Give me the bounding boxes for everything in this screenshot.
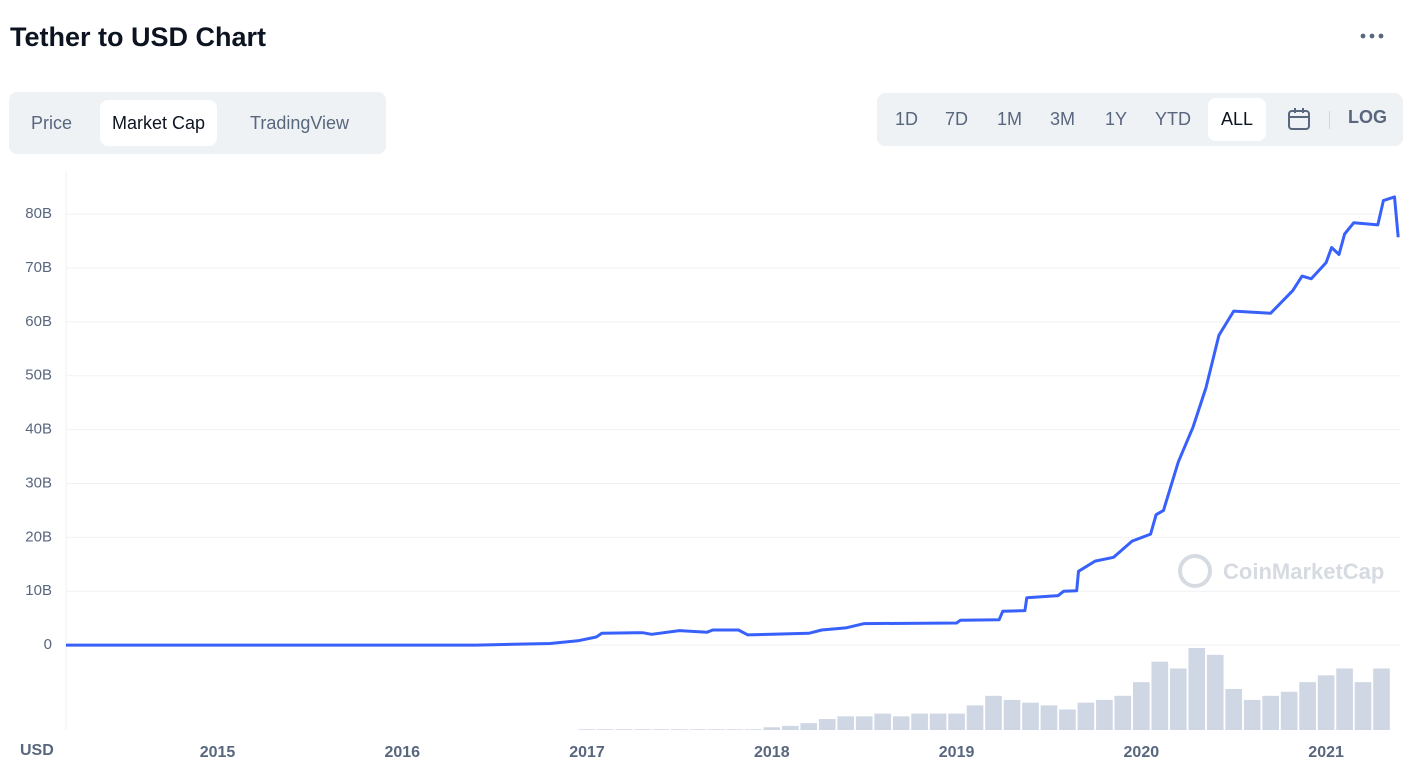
y-tick-label: 30B xyxy=(25,474,52,491)
range-button[interactable]: 3M xyxy=(1050,109,1076,129)
volume-bar xyxy=(911,713,928,730)
volume-bar xyxy=(874,713,891,730)
volume-bar xyxy=(1299,682,1316,730)
volume-bar xyxy=(634,729,651,730)
volume-bar xyxy=(671,729,688,730)
unit-label: USD xyxy=(20,742,54,759)
volume-bar xyxy=(745,729,762,730)
range-bar: LOG 1D 7D 1M 3M 1Y YTD ALL xyxy=(877,93,1403,146)
volume-bar xyxy=(800,723,818,730)
volume-bar xyxy=(1003,699,1021,730)
x-tick-label: 2021 xyxy=(1308,744,1344,761)
volume-bar xyxy=(726,729,744,730)
volume-bar xyxy=(892,716,910,730)
volume-bar xyxy=(615,729,633,730)
watermark-text: CoinMarketCap xyxy=(1223,559,1384,584)
volume-bar xyxy=(1096,699,1113,730)
grid xyxy=(65,171,1400,730)
volume-bar xyxy=(966,705,984,730)
volume-bar xyxy=(1225,689,1243,730)
volume-bar xyxy=(1040,705,1058,730)
x-tick-label: 2020 xyxy=(1124,744,1160,761)
y-tick-label: 0 xyxy=(44,636,52,653)
volume-bar xyxy=(1059,709,1076,730)
volume-bar xyxy=(929,713,947,730)
volume-bar xyxy=(597,729,614,730)
volume-bar xyxy=(1133,682,1150,730)
volume-bar xyxy=(578,729,596,730)
volume-bar xyxy=(1114,695,1132,730)
x-tick-label: 2019 xyxy=(939,744,975,761)
range-button[interactable]: ALL xyxy=(1208,98,1267,141)
volume-bar xyxy=(818,719,836,730)
volume-bar xyxy=(781,725,799,730)
range-button[interactable]: YTD xyxy=(1155,109,1191,129)
volume-bar xyxy=(1262,695,1279,730)
y-tick-label: 80B xyxy=(25,205,52,222)
volume-bar xyxy=(689,729,707,730)
tab[interactable]: Price xyxy=(31,113,73,133)
divider xyxy=(1329,111,1330,129)
range-button[interactable]: 1D xyxy=(895,109,919,129)
volume-bar xyxy=(948,713,965,730)
more-menu[interactable] xyxy=(1358,30,1388,42)
y-tick-label: 10B xyxy=(25,582,52,599)
volume-bar xyxy=(1169,668,1187,730)
y-tick-label: 40B xyxy=(25,421,52,438)
volume-bar xyxy=(1188,648,1206,730)
volume-bar xyxy=(1280,691,1298,730)
volume-bar xyxy=(1354,682,1372,730)
x-tick-label: 2015 xyxy=(200,744,236,761)
y-tick-label: 20B xyxy=(25,528,52,545)
tab[interactable]: TradingView xyxy=(250,113,350,133)
volume-bar xyxy=(985,695,1002,730)
watermark: CoinMarketCap xyxy=(1178,554,1384,588)
volume-bar xyxy=(652,729,670,730)
x-tick-label: 2018 xyxy=(754,744,790,761)
range-button[interactable]: 1Y xyxy=(1105,109,1128,129)
volume-bar xyxy=(1151,661,1169,730)
y-tick-label: 70B xyxy=(25,259,52,276)
tab-bar: Price Market Cap TradingView xyxy=(9,92,386,154)
volume-bar xyxy=(763,727,781,730)
x-tick-label: 2017 xyxy=(569,744,605,761)
y-tick-label: 60B xyxy=(25,313,52,330)
volume-bar xyxy=(1206,654,1224,730)
watermark-logo xyxy=(1178,554,1212,588)
market-cap-line xyxy=(66,195,1400,647)
calendar-button[interactable] xyxy=(1287,107,1311,131)
volume-bar xyxy=(1373,668,1390,730)
page-title: Tether to USD Chart xyxy=(10,22,267,52)
volume-bar xyxy=(708,729,725,730)
range-button[interactable]: 7D xyxy=(945,109,969,129)
volume-bar xyxy=(1022,702,1039,730)
volume-bar xyxy=(1317,675,1335,730)
y-tick-label: 50B xyxy=(25,367,52,384)
volume-bar xyxy=(1243,699,1261,730)
volume-bar xyxy=(1336,668,1353,730)
tab[interactable]: Market Cap xyxy=(100,100,218,146)
x-tick-label: 2016 xyxy=(384,744,420,761)
log-button[interactable]: LOG xyxy=(1348,107,1387,127)
volume-bar xyxy=(855,716,873,730)
volume-bar xyxy=(1077,702,1095,730)
range-button[interactable]: 1M xyxy=(997,109,1023,129)
volume-bar xyxy=(837,716,855,730)
